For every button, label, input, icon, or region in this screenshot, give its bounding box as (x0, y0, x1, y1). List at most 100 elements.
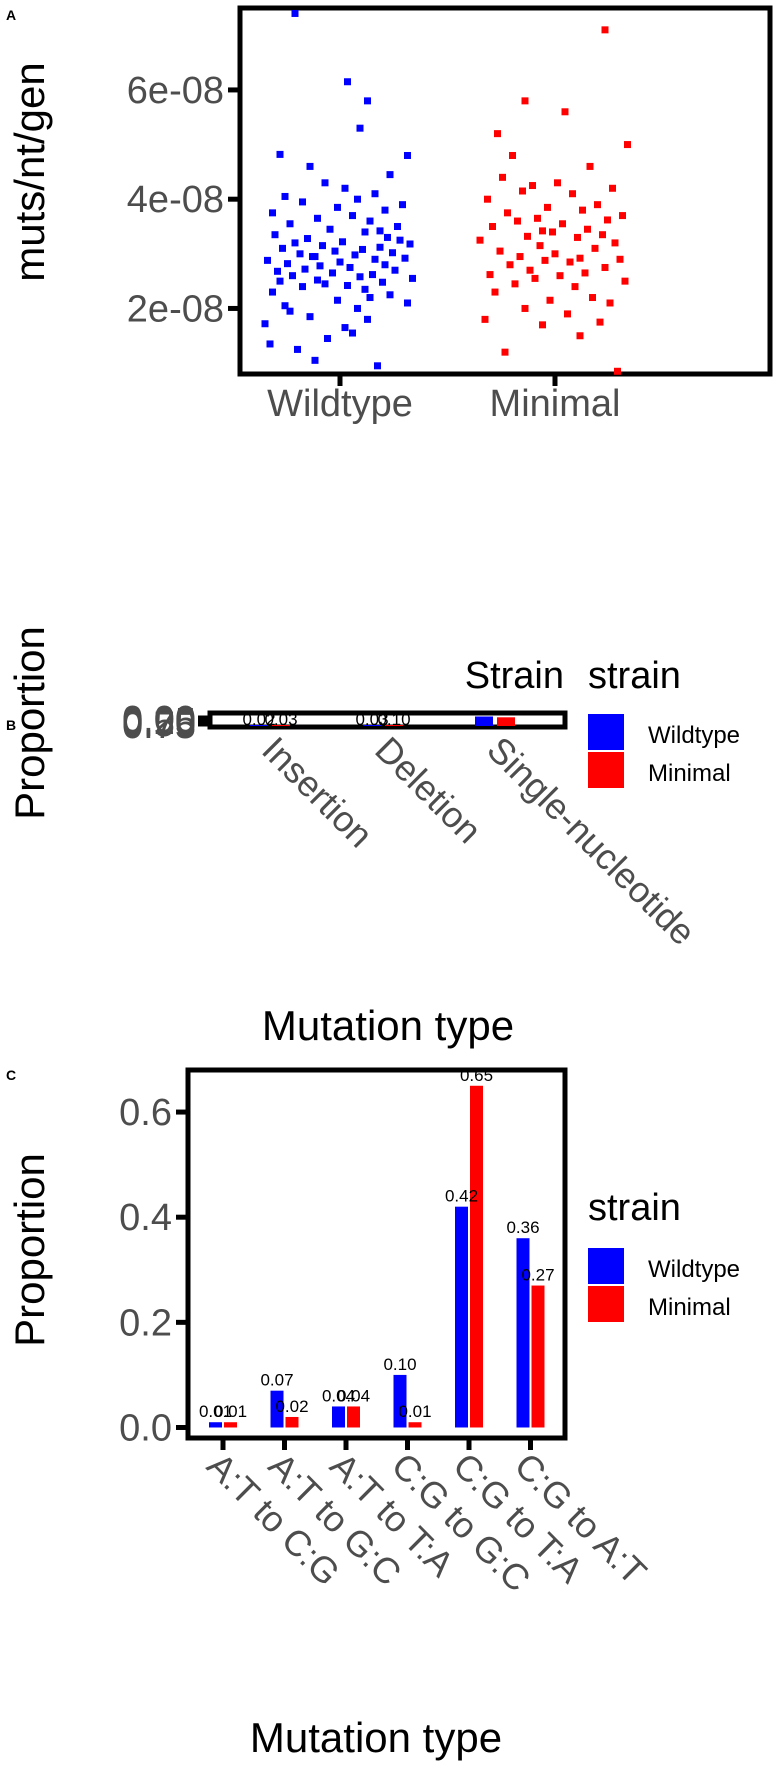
panel-c-bar-minimal (285, 1416, 299, 1428)
panel-c-value-label-wildtype: 0.36 (506, 1218, 539, 1237)
panel-a-xtick-label: Wildtype (267, 383, 413, 425)
panel-a-point-minimal (534, 214, 541, 222)
panel-a-point-wildtype (356, 273, 364, 281)
panel-a-xtick-label: Minimal (490, 383, 621, 425)
panel-a-point-wildtype (351, 251, 359, 259)
panel-a-point-wildtype (386, 171, 394, 179)
panel-b: B Proportion Strain 0.000.250.500.75 0.0… (6, 626, 740, 1049)
panel-c-bar-wildtype (455, 1206, 468, 1428)
panel-a-point-wildtype (376, 243, 384, 251)
panel-a-point-wildtype (324, 334, 331, 342)
panel-a-point-wildtype (276, 150, 284, 158)
panel-a-point-wildtype (341, 324, 349, 332)
panel-a-ytick-label: 4e-08 (127, 179, 224, 221)
panel-b-legend-title: strain (588, 655, 681, 697)
panel-b-ylabel: Proportion (6, 626, 53, 820)
panel-a-point-wildtype (321, 179, 329, 187)
panel-a-point-wildtype (311, 253, 319, 261)
panel-a-point-wildtype (306, 313, 314, 321)
panel-a-point-minimal (496, 247, 504, 255)
panel-a-point-wildtype (299, 198, 306, 206)
panel-c-legend-title: strain (588, 1187, 681, 1229)
panel-a-point-wildtype (399, 201, 406, 209)
panel-a-point-minimal (579, 206, 586, 214)
panel-a-point-wildtype (274, 267, 281, 275)
panel-a-point-wildtype (336, 258, 344, 266)
panel-a-point-minimal (484, 195, 491, 203)
panel-a-ytick-label: 2e-08 (127, 288, 224, 330)
panel-c-value-label-minimal: 0.01 (398, 1402, 431, 1421)
panel-c-value-label-minimal: 0.02 (275, 1397, 308, 1416)
panel-a-point-wildtype (266, 340, 274, 348)
panel-a-point-wildtype (369, 271, 376, 279)
panel-a-point-wildtype (371, 190, 379, 198)
panel-a-point-wildtype (289, 272, 296, 280)
panel-a-point-wildtype (311, 356, 319, 364)
panel-c-ytick-label: 0.0 (119, 1407, 172, 1449)
panel-a-point-minimal (514, 217, 521, 225)
panel-c-value-label-wildtype: 0.10 (383, 1355, 416, 1374)
panel-a-point-wildtype (319, 242, 326, 250)
panel-c-legend: strain Wildtype Minimal (588, 1187, 740, 1322)
panel-a-point-wildtype (361, 285, 369, 293)
panel-c-bar-minimal (470, 1085, 483, 1428)
panel-a-point-minimal (521, 97, 529, 105)
panel-a-point-minimal (551, 250, 559, 258)
panel-c-bar-wildtype (516, 1238, 530, 1428)
panel-b-value-label: 0.02 (242, 710, 275, 729)
panel-c-bar-minimal (347, 1406, 360, 1428)
panel-a-point-wildtype (276, 277, 284, 285)
panel-a-point-wildtype (294, 345, 301, 353)
panel-a-point-minimal (596, 318, 604, 326)
panel-a-point-minimal (601, 26, 609, 34)
panel-c-bar-minimal (224, 1422, 237, 1428)
panel-a-point-wildtype (354, 195, 361, 203)
panel-a-point-wildtype (329, 269, 336, 277)
panel-c-label: C (6, 1067, 16, 1083)
panel-a-point-minimal (476, 236, 484, 244)
panel-a-point-minimal (539, 227, 546, 235)
panel-a-point-minimal (529, 182, 536, 190)
panel-b-legend-swatch-minimal (588, 752, 624, 788)
panel-a-point-wildtype (269, 209, 276, 217)
panel-b-title: Strain (465, 655, 564, 697)
panel-a-point-minimal (554, 179, 561, 187)
panel-a-point-minimal (594, 201, 601, 209)
panel-c-ylabel: Proportion (6, 1153, 53, 1347)
panel-a-point-wildtype (396, 236, 404, 244)
panel-a-label: A (6, 7, 16, 23)
panel-a-point-wildtype (356, 124, 364, 132)
panel-b-bar-minimal (497, 717, 515, 726)
panel-b-legend: strain Wildtype Minimal (588, 655, 740, 788)
panel-b-bar-minimal (385, 725, 403, 726)
panel-c-bars (209, 1085, 545, 1428)
panel-a-point-minimal (516, 253, 524, 261)
panel-b-value-label: 0.03 (264, 710, 297, 729)
panel-a-point-minimal (576, 254, 584, 262)
panel-b-legend-label-wildtype: Wildtype (648, 722, 740, 749)
panel-a-point-wildtype (334, 296, 341, 304)
panel-a-point-wildtype (326, 225, 334, 233)
panel-a-point-wildtype (404, 299, 411, 307)
panel-a-point-wildtype (339, 238, 346, 246)
panel-a-point-minimal (491, 288, 499, 296)
panel-b-bar-wildtype (475, 716, 493, 726)
panel-a-points (261, 9, 631, 375)
panel-a-point-minimal (501, 348, 509, 356)
panel-b-ytick-label: 0.00 (122, 699, 196, 741)
panel-a-point-wildtype (381, 206, 389, 214)
panel-a-point-wildtype (316, 262, 324, 270)
panel-c-value-label-wildtype: 0.04 (322, 1386, 355, 1405)
panel-a-point-minimal (559, 220, 566, 228)
panel-c-value-label-wildtype: 0.07 (260, 1371, 293, 1390)
panel-a-point-minimal (569, 190, 576, 198)
panel-a-point-wildtype (279, 244, 286, 252)
panel-b-bar-wildtype (363, 725, 381, 726)
panel-b-legend-label-minimal: Minimal (648, 760, 731, 787)
panel-a: A muts/nt/gen 2e-08 4e-08 6e-08 Wildtype Mi… (6, 5, 773, 425)
panel-a-point-wildtype (271, 231, 279, 239)
panel-a-point-wildtype (269, 288, 276, 296)
panel-a-point-wildtype (264, 256, 271, 264)
panel-a-point-wildtype (384, 233, 391, 241)
panel-b-legend-swatch-wildtype (588, 714, 624, 750)
